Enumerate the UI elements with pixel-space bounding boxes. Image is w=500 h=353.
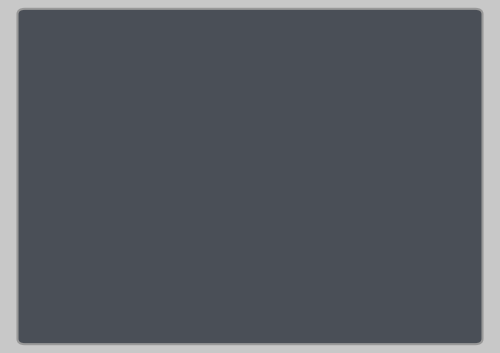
Text: in Rotating Bodies: in Rotating Bodies <box>99 187 401 215</box>
Text: Rotor Dynamics and: Rotor Dynamics and <box>99 85 401 113</box>
Text: Faculty of: Faculty of <box>182 306 250 319</box>
Ellipse shape <box>362 28 369 35</box>
Ellipse shape <box>442 53 449 60</box>
Ellipse shape <box>376 30 399 51</box>
Ellipse shape <box>416 42 439 64</box>
Ellipse shape <box>342 21 349 28</box>
Text: Active Detection of Faults: Active Detection of Faults <box>32 138 468 166</box>
Ellipse shape <box>330 19 470 69</box>
Ellipse shape <box>436 49 459 70</box>
Ellipse shape <box>382 34 389 41</box>
Ellipse shape <box>356 24 379 45</box>
Text: Mechanical Engineering: Mechanical Engineering <box>250 306 429 319</box>
Ellipse shape <box>336 17 359 38</box>
Text: Technion: Technion <box>220 327 280 340</box>
Ellipse shape <box>402 40 409 47</box>
Ellipse shape <box>422 46 429 53</box>
Text: Dynamics & Mechatronics Laboratory: Dynamics & Mechatronics Laboratory <box>125 281 375 294</box>
Text: Izhak Bucher: Izhak Bucher <box>200 237 300 251</box>
Ellipse shape <box>396 36 419 58</box>
